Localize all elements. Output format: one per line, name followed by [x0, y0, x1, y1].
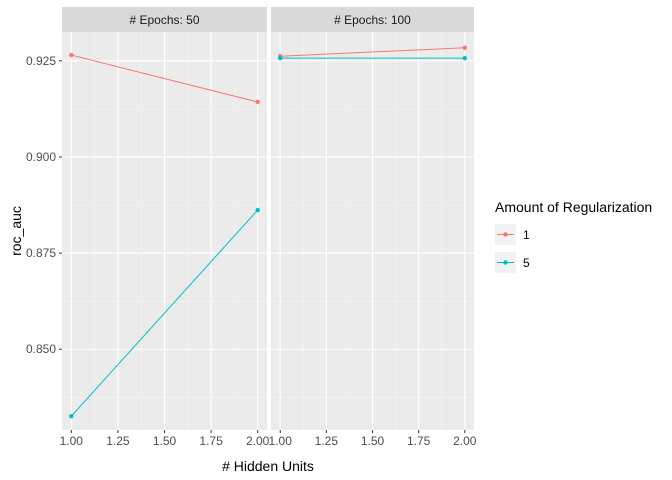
- legend: Amount of Regularization 1 5: [495, 199, 652, 273]
- data-point-5: [278, 55, 283, 61]
- series-line-1: [280, 47, 465, 57]
- x-axis: 1.00 1.25 1.50 1.75 2.00 1.00 1.25 1.50 1.75 2.00: [60, 430, 477, 448]
- x-tick-label: 1.25: [315, 434, 339, 448]
- panels-layer: # Epochs: 50 # Epochs: 100: [62, 7, 474, 430]
- x-tick-label: 2.00: [453, 434, 477, 448]
- data-point-5: [255, 207, 260, 213]
- x-tick-label: 1.50: [153, 434, 177, 448]
- x-tick-label: 1.75: [199, 434, 223, 448]
- y-axis-title: roc_auc: [8, 206, 24, 256]
- legend-key-point: [503, 260, 508, 265]
- facet-strip-label: # Epochs: 100: [334, 13, 411, 27]
- x-tick-label: 1.50: [361, 434, 385, 448]
- legend-key-point: [503, 232, 508, 237]
- legend-label-1: 1: [523, 228, 530, 242]
- x-axis-title: # Hidden Units: [222, 458, 314, 474]
- data-point-5: [69, 413, 74, 419]
- y-tick-label: 0.925: [26, 54, 56, 68]
- facet-panel: # Epochs: 100: [271, 7, 474, 430]
- x-tick-label: 2.00: [246, 434, 270, 448]
- series-line-1: [71, 54, 258, 103]
- data-point-5: [462, 55, 467, 61]
- facet-strip: [62, 7, 267, 32]
- x-tick-label: 1.00: [269, 434, 293, 448]
- series-line-5: [70, 209, 259, 417]
- facet-strip: [271, 7, 474, 32]
- x-tick-label: 1.75: [407, 434, 431, 448]
- legend-title: Amount of Regularization: [495, 199, 652, 215]
- facet-panel: # Epochs: 50: [62, 7, 267, 430]
- data-point-1: [69, 52, 74, 58]
- facet-strip-label: # Epochs: 50: [129, 13, 199, 27]
- y-tick-label: 0.850: [26, 342, 56, 356]
- legend-label-5: 5: [523, 256, 530, 270]
- x-tick-label: 1.00: [60, 434, 84, 448]
- y-tick-label: 0.875: [26, 246, 56, 260]
- data-point-1: [255, 99, 260, 105]
- x-tick-label: 1.25: [106, 434, 130, 448]
- y-axis: 0.850 0.875 0.900 0.925: [26, 54, 62, 356]
- y-tick-label: 0.900: [26, 150, 56, 164]
- data-point-1: [462, 45, 467, 50]
